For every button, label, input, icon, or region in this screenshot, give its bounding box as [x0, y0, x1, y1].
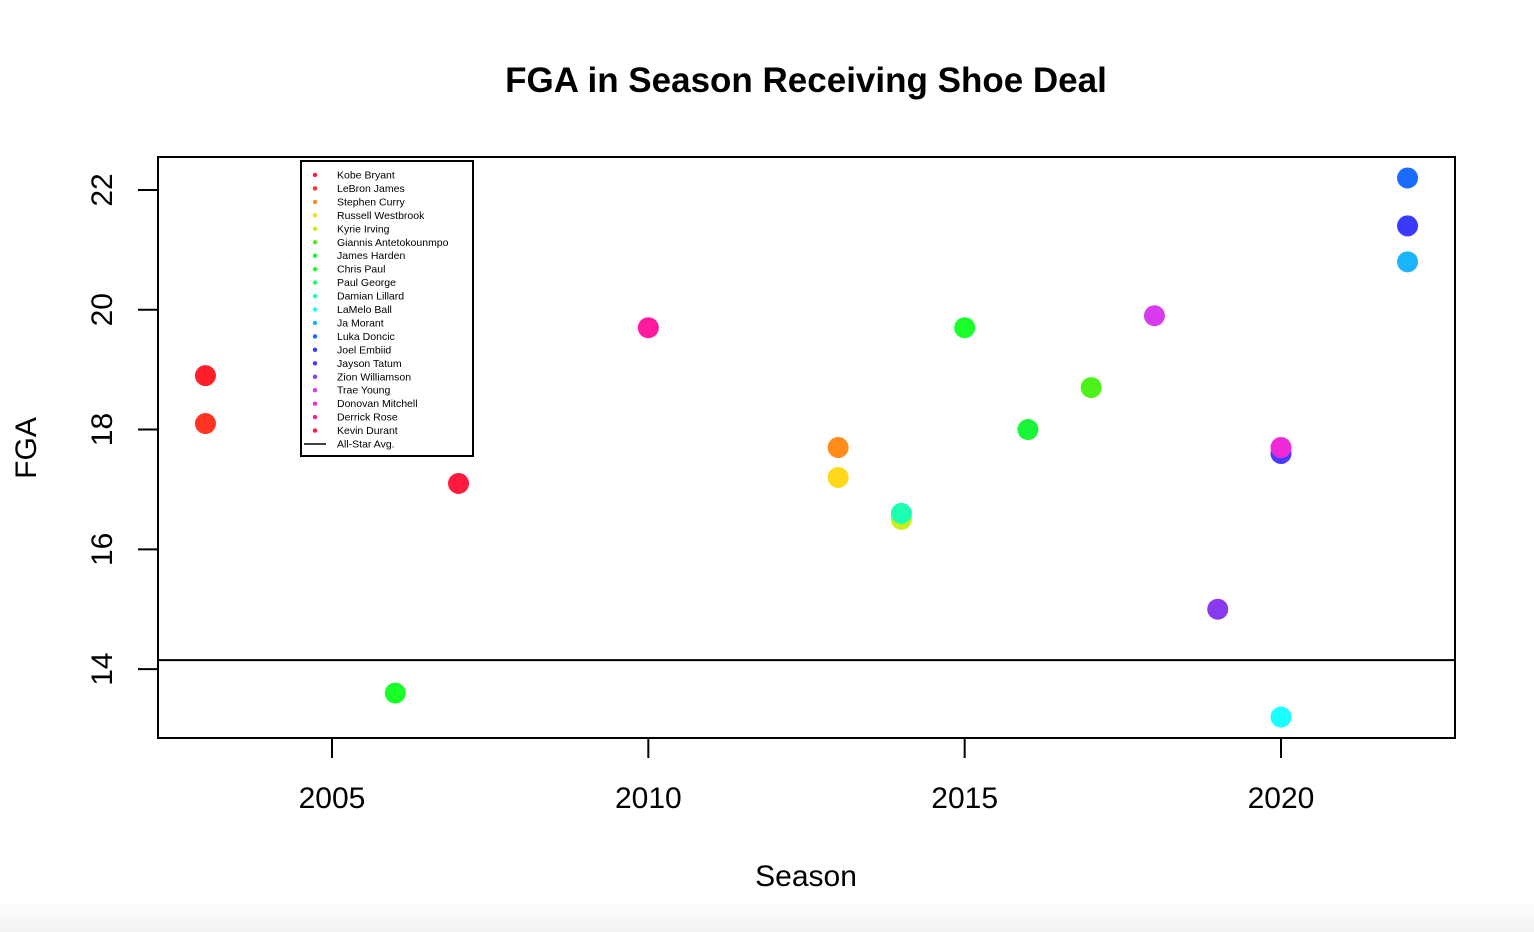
legend-label: Luka Doncic [337, 331, 395, 343]
legend-marker [312, 266, 318, 272]
legend-marker [312, 334, 318, 339]
legend-marker [312, 361, 318, 366]
x-axis-label: Season [755, 860, 857, 893]
data-point [827, 466, 849, 488]
data-point [194, 413, 216, 435]
legend-marker [312, 401, 318, 406]
y-tick-label: 14 [86, 652, 119, 685]
data-point [1080, 377, 1102, 399]
legend-marker [312, 226, 318, 231]
y-axis: 14 16 18 20 22 [86, 173, 159, 686]
x-axis: 2005 2010 2015 2020 [299, 737, 1315, 815]
legend-marker [312, 320, 318, 326]
legend-marker [312, 253, 318, 258]
legend-marker [312, 280, 318, 285]
legend-label: Ja Morant [337, 317, 384, 329]
data-point [1397, 251, 1419, 273]
legend-label: Russell Westbrook [337, 210, 425, 222]
data-point [1397, 167, 1419, 189]
legend-label: Zion Williamson [337, 371, 411, 383]
data-point [637, 317, 659, 339]
legend-label: Joel Embiid [337, 344, 391, 356]
legend-marker [312, 240, 318, 245]
data-point [1270, 706, 1292, 728]
legend-label: LeBron James [337, 183, 405, 195]
legend-label: Jayson Tatum [337, 358, 402, 370]
legend-label: LaMelo Ball [337, 304, 392, 316]
y-tick-label: 16 [86, 533, 119, 566]
data-point [448, 472, 470, 494]
data-point [194, 365, 216, 387]
legend-label: Damian Lillard [337, 291, 404, 303]
legend-label: Trae Young [337, 385, 390, 397]
legend-marker [312, 414, 318, 420]
data-point [1207, 598, 1229, 620]
legend-label: Kobe Bryant [337, 170, 395, 182]
data-point [954, 317, 976, 339]
legend-label: Giannis Antetokounmpo [337, 237, 449, 249]
legend-marker [312, 388, 318, 393]
x-tick-label: 2010 [615, 782, 682, 815]
legend-marker [312, 307, 318, 312]
x-tick-label: 2005 [299, 782, 366, 815]
legend-label: James Harden [337, 250, 405, 262]
legend-marker [312, 213, 318, 218]
y-tick-label: 18 [86, 413, 119, 446]
legend-marker [312, 199, 318, 205]
data-point [1017, 419, 1039, 441]
legend-label: Paul George [337, 277, 396, 289]
y-tick-label: 22 [86, 173, 119, 206]
legend-marker [312, 186, 318, 191]
data-point [1270, 437, 1292, 458]
legend-label: Kevin Durant [337, 425, 398, 437]
legend-label: Chris Paul [337, 264, 385, 276]
data-point [384, 682, 406, 704]
legend-label: Kyrie Irving [337, 223, 390, 235]
x-tick-label: 2015 [931, 782, 998, 815]
legend-label: Derrick Rose [337, 412, 398, 424]
legend-label: All-Star Avg. [337, 439, 395, 451]
data-point [890, 502, 912, 524]
legend-marker [312, 347, 318, 353]
y-axis-label: FGA [10, 417, 43, 479]
plot-frame [157, 156, 1456, 739]
legend-box [300, 160, 474, 457]
y-tick-label: 20 [86, 293, 119, 326]
legend-label: Stephen Curry [337, 196, 405, 208]
legend-marker [312, 428, 318, 433]
x-tick-label: 2020 [1248, 782, 1315, 815]
data-points [194, 167, 1419, 728]
data-point [1397, 215, 1419, 237]
chart-title: FGA in Season Receiving Shoe Deal [505, 61, 1107, 100]
window-bottom-edge [0, 900, 1534, 932]
data-point [827, 437, 849, 458]
data-point [1143, 305, 1165, 327]
legend-marker [312, 172, 318, 178]
legend-marker [312, 374, 318, 379]
legend-label: Donovan Mitchell [337, 398, 418, 410]
legend-marker [312, 293, 318, 299]
